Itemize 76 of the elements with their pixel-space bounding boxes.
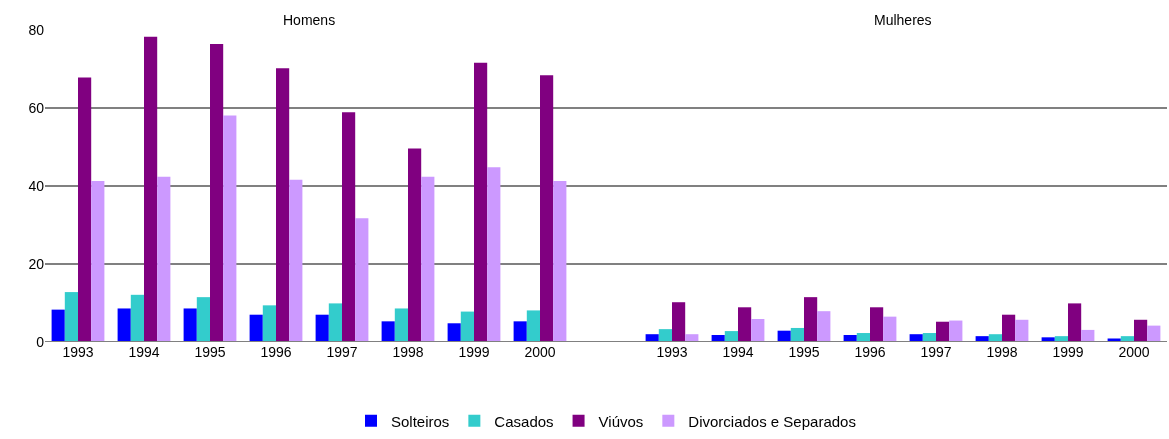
- x-tick-label: 1999: [458, 344, 490, 360]
- x-tick-label: 1995: [788, 344, 820, 360]
- y-tick-label: 40: [28, 177, 45, 194]
- legend-label: Solteiros: [391, 412, 450, 430]
- bar: [658, 329, 672, 342]
- bar: [117, 308, 131, 342]
- bar: [130, 294, 144, 342]
- bar: [223, 115, 237, 342]
- bar: [553, 180, 567, 342]
- bar: [724, 331, 738, 342]
- x-tick-label: 2000: [1118, 344, 1150, 360]
- bar: [672, 302, 686, 342]
- bar: [936, 321, 950, 342]
- legend-label: Divorciados e Separados: [688, 412, 856, 430]
- bar: [883, 316, 897, 342]
- bar: [78, 77, 92, 342]
- text: Mulheres: [874, 12, 932, 28]
- bar: [394, 308, 408, 342]
- x-tick-label: 1995: [194, 344, 226, 360]
- x-tick-label: 1993: [62, 344, 94, 360]
- bar: [249, 314, 263, 342]
- bar: [790, 327, 804, 342]
- bar: [1068, 303, 1082, 342]
- bar: [817, 311, 831, 342]
- bar: [157, 176, 171, 342]
- legend-label: Casados: [494, 412, 554, 430]
- x-tick-label: 1996: [260, 344, 292, 360]
- x-tick-label: 1994: [128, 344, 160, 360]
- bar: [751, 318, 765, 342]
- bar: [1002, 314, 1016, 342]
- x-tick-label: 1993: [656, 344, 688, 360]
- bar: [460, 311, 474, 342]
- bar: [64, 292, 78, 342]
- text: Homens: [283, 12, 336, 28]
- bar: [1015, 319, 1029, 342]
- bar: [870, 307, 884, 342]
- bar: [262, 305, 276, 342]
- bar: [144, 36, 158, 342]
- bar: [949, 320, 963, 342]
- y-tick-label: 20: [28, 255, 45, 272]
- x-tick-label: 1997: [326, 344, 358, 360]
- x-tick-label: 1998: [986, 344, 1018, 360]
- legend-label: Viúvos: [598, 412, 644, 430]
- y-tick-label: 60: [28, 99, 45, 116]
- bar: [51, 309, 65, 342]
- bar: [289, 179, 303, 342]
- x-tick-label: 1994: [722, 344, 754, 360]
- bar: [540, 75, 554, 342]
- bar: [276, 68, 290, 342]
- x-tick-label: 1999: [1052, 344, 1084, 360]
- bar: [513, 321, 527, 342]
- bar: [487, 167, 501, 342]
- bar: [1147, 325, 1161, 342]
- bar: [526, 310, 540, 342]
- bar: [342, 112, 356, 342]
- bar: [1134, 319, 1148, 342]
- bar: [196, 297, 210, 342]
- y-tick-label: 80: [28, 21, 45, 38]
- x-tick-label: 1996: [854, 344, 886, 360]
- bar: [210, 44, 224, 342]
- bar: [381, 321, 395, 342]
- bar: [738, 307, 752, 342]
- bar: [804, 297, 818, 342]
- bar: [421, 176, 435, 342]
- y-tick-label: 0: [36, 333, 45, 350]
- bar: [355, 218, 369, 342]
- x-tick-label: 1998: [392, 344, 424, 360]
- bar: [328, 303, 342, 342]
- bar: [315, 314, 329, 342]
- bar: [408, 148, 422, 342]
- bar: [474, 62, 488, 342]
- x-tick-label: 1997: [920, 344, 952, 360]
- x-tick-label: 2000: [524, 344, 556, 360]
- bar: [447, 323, 461, 342]
- bar: [183, 308, 197, 342]
- bar: [91, 180, 105, 342]
